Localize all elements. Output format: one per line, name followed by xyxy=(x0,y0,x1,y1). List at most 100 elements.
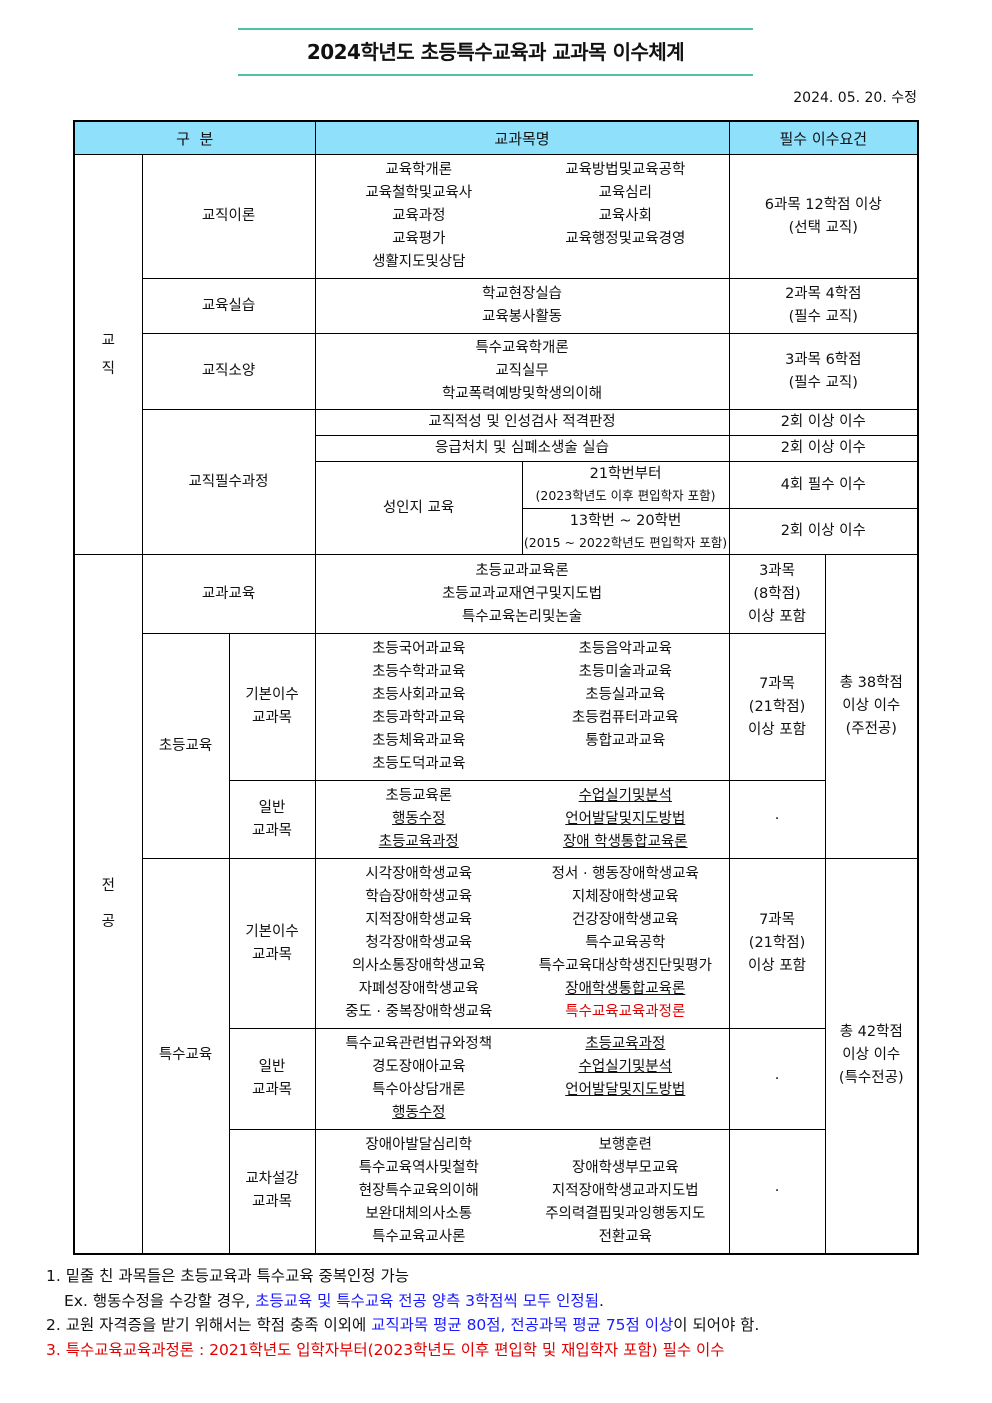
major-label: 전 공 xyxy=(73,554,143,1254)
subject-item: 교육과정 xyxy=(392,208,446,224)
subject-ed-label: 교과교육 xyxy=(141,554,316,634)
aptitude-text: 교직적성 및 인성검사 적격판정 xyxy=(314,409,730,436)
note-1-example-highlight: 초등교육 및 특수교육 전공 양측 3학점씩 모두 인정됨 xyxy=(255,1291,599,1310)
subject-item: 초등음악과교육 xyxy=(578,641,672,657)
subject-item: 교육봉사활동 xyxy=(481,309,563,325)
note-1-example: Ex. 행동수정을 수강할 경우, 초등교육 및 특수교육 전공 양측 3학점씩… xyxy=(46,1289,759,1314)
subject-item: 교육행정및교육경영 xyxy=(565,231,686,247)
theory-req: 6과목 12학점 이상 (선택 교직) xyxy=(728,154,919,279)
subject-item: 정서 · 행동장애학생교육 xyxy=(551,866,699,882)
special-total: 총 42학점 이상 이수 (특수전공) xyxy=(824,858,919,1254)
subject-item: 교육평가 xyxy=(392,231,446,247)
curriculum-table: 구 분 교과목명 필수 이수요건 교 직 교직이론 교육학개론 교육철학및교육사 교… xyxy=(73,120,920,1255)
elem-general-subjects: 초등교육론 행동수정 초등교육과정 수업실기및분석 언어발달및지도방법 장애 학생통합교육… xyxy=(316,785,729,854)
note-2: 2. 교원 자격증을 받기 위해서는 학점 충족 이외에 교직과목 평균 80점… xyxy=(46,1313,759,1338)
subject-item: 초등교과교육론 xyxy=(475,562,569,579)
subject-item: 교육철학및교육사 xyxy=(365,185,473,201)
footnotes: 1. 밑줄 친 과목들은 초등교육과 특수교육 중복인정 가능 Ex. 행동수정… xyxy=(46,1264,759,1362)
subject-item: 경도장애아교육 xyxy=(372,1059,466,1075)
elem-general-label: 일반 교과목 xyxy=(228,780,316,859)
spec-cross-subjects: 장애아발달심리학 특수교육역사및철학 현장특수교육의이해 보완대체의사소통 특수교육교사… xyxy=(316,1134,729,1249)
subject-item: 보완대체의사소통 xyxy=(365,1205,473,1222)
subject-item: 주의력결핍및과잉행동지도 xyxy=(545,1205,706,1222)
gender-b-line2: (2015 ~ 2022학년도 편입학자 포함) xyxy=(523,534,728,550)
subject-item: 언어발달및지도방법 xyxy=(565,1082,686,1098)
subject-item: 특수교육학개론 xyxy=(475,340,569,356)
subject-ed-subjects: 초등교과교육론 초등교과교재연구및지도법 특수교육논리및논술 xyxy=(316,560,729,629)
subject-item: 특수교육역사및철학 xyxy=(358,1159,479,1176)
subject-item: 초등교육과정 xyxy=(585,1036,666,1052)
elem-basic-req: 7과목 (21학점) 이상 포함 xyxy=(728,633,826,781)
subject-column: 초등국어과교육 초등수학과교육 초등사회과교육 초등과학과교육 초등체육과교육 초등도덕과… xyxy=(316,638,523,776)
subject-item: 의사소통장애학생교육 xyxy=(352,958,486,974)
gender-b: 13학번 ~ 20학번 (2015 ~ 2022학년도 편입학자 포함) xyxy=(521,508,730,555)
subject-item: 초등국어과교육 xyxy=(372,641,466,657)
gender-b-req: 2회 이상 이수 xyxy=(728,508,919,555)
subject-item: 학습장애학생교육 xyxy=(365,889,473,905)
subject-item: 행동수정 xyxy=(392,1105,446,1121)
subject-item: 특수아상담개론 xyxy=(372,1082,466,1098)
subject-column: 교육학개론 교육철학및교육사 교육과정 교육평가 생활지도및상담 xyxy=(316,159,523,274)
theory-subjects: 교육학개론 교육철학및교육사 교육과정 교육평가 생활지도및상담 교육방법및교육공학 교육심… xyxy=(316,159,729,274)
subject-item: 특수교육공학 xyxy=(585,935,666,951)
literacy-req: 3과목 6학점 (필수 교직) xyxy=(728,333,919,410)
subject-item: 전환교육 xyxy=(598,1228,652,1245)
subject-item: 초등사회과교육 xyxy=(372,687,466,703)
subject-item: 장애학생부모교육 xyxy=(571,1159,679,1176)
subject-item: 수업실기및분석 xyxy=(578,788,672,804)
elem-basic-subjects: 초등국어과교육 초등수학과교육 초등사회과교육 초등과학과교육 초등체육과교육 초등도덕과… xyxy=(316,638,729,776)
subject-item: 초등실과교육 xyxy=(585,687,666,703)
literacy-label: 교직소양 xyxy=(141,333,316,410)
subject-item: 초등과학과교육 xyxy=(372,710,466,726)
subject-item: 교직실무 xyxy=(495,363,549,379)
subject-column: 특수교육관련법규와정책 경도장애아교육 특수아상담개론 행동수정 xyxy=(316,1033,523,1125)
subject-column: 초등교육과정 수업실기및분석 언어발달및지도방법 xyxy=(522,1033,729,1102)
subject-column: 정서 · 행동장애학생교육 지체장애학생교육 건강장애학생교육 특수교육공학 특수교육대… xyxy=(522,863,729,1024)
subject-item: 특수교육교육과정론 xyxy=(565,1004,686,1020)
theory-label: 교직이론 xyxy=(141,154,316,279)
subject-item: 청각장애학생교육 xyxy=(365,935,473,951)
header-requirement: 필수 이수요건 xyxy=(728,120,919,155)
gender-b-line1: 13학번 ~ 20학번 xyxy=(569,512,682,529)
elementary-label: 초등교육 xyxy=(141,633,230,859)
note-2-highlight: 교직과목 평균 80점, 전공과목 평균 75점 이상 xyxy=(371,1316,674,1334)
subject-item: 지적장애학생교육 xyxy=(365,912,473,928)
subject-column: 교육방법및교육공학 교육심리 교육사회 교육행정및교육경영 xyxy=(522,159,729,274)
note-1: 1. 밑줄 친 과목들은 초등교육과 특수교육 중복인정 가능 xyxy=(46,1267,409,1285)
subject-item: 지체장애학생교육 xyxy=(571,889,679,905)
gender-a: 21학번부터 (2023학년도 이후 편입학자 포함) xyxy=(521,461,730,509)
required-label: 교직필수과정 xyxy=(141,409,316,555)
spec-cross-label: 교차설강 교과목 xyxy=(228,1129,316,1254)
subject-item: 교육방법및교육공학 xyxy=(565,162,686,178)
header-subjects: 교과목명 xyxy=(314,120,730,155)
note-1-example-prefix: Ex. 행동수정을 수강할 경우, xyxy=(64,1291,256,1310)
subject-column: 수업실기및분석 언어발달및지도방법 장애 학생통합교육론 xyxy=(522,785,729,854)
subject-item: 학교폭력예방및학생의이해 xyxy=(441,386,603,402)
subject-column: 보행훈련 장애학생부모교육 지적장애학생교과지도법 주의력결핍및과잉행동지도 전환교육 xyxy=(522,1134,729,1249)
subject-item: 현장특수교육의이해 xyxy=(358,1182,479,1199)
spec-general-req: · xyxy=(728,1028,826,1130)
subject-item: 초등미술과교육 xyxy=(578,664,672,680)
subject-item: 교육심리 xyxy=(598,185,652,201)
spec-general-label: 일반 교과목 xyxy=(228,1028,316,1130)
teaching-label: 교 직 xyxy=(73,154,143,555)
subject-item: 특수교육교사론 xyxy=(372,1228,466,1245)
subject-item: 학교현장실습 xyxy=(481,286,563,302)
subject-column: 장애아발달심리학 특수교육역사및철학 현장특수교육의이해 보완대체의사소통 특수교육교사… xyxy=(316,1134,523,1249)
elem-basic-label: 기본이수 교과목 xyxy=(228,633,316,781)
gender-a-line2: (2023학년도 이후 편입학자 포함) xyxy=(535,488,716,503)
note-1-example-suffix: . xyxy=(598,1291,604,1310)
gender-a-req: 4회 필수 이수 xyxy=(728,461,919,509)
subject-item: 시각장애학생교육 xyxy=(365,866,473,882)
subject-item: 통합교과교육 xyxy=(585,733,666,749)
note-3: 3. 특수교육교육과정론 : 2021학년도 입학자부터(2023학년도 이후 … xyxy=(46,1340,725,1359)
subject-item: 장애학생통합교육론 xyxy=(565,981,686,997)
subject-column: 초등교육론 행동수정 초등교육과정 xyxy=(316,785,523,854)
subject-item: 언어발달및지도방법 xyxy=(565,811,686,827)
aptitude-req: 2회 이상 이수 xyxy=(728,409,919,436)
subject-item: 초등수학과교육 xyxy=(372,664,466,680)
subject-item: 초등교과교재연구및지도법 xyxy=(441,585,603,602)
